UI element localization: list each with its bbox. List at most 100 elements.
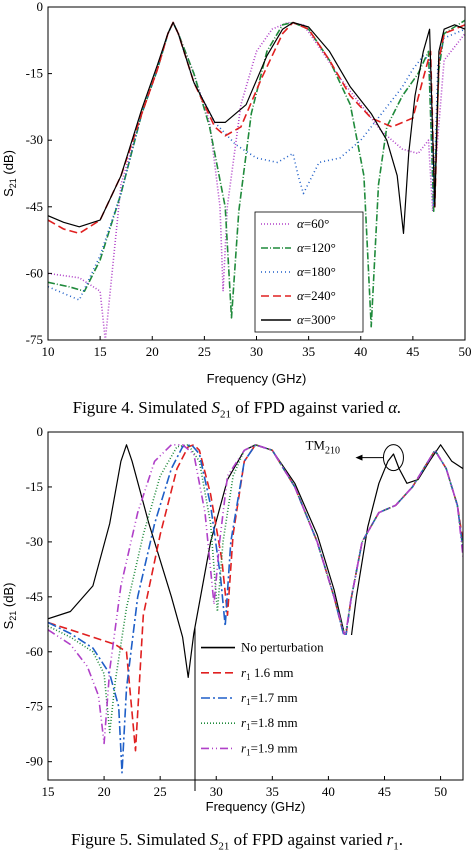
legend-label-var: r (241, 690, 247, 705)
legend-label-sub: 1 (246, 672, 251, 682)
y-axis-label-unit: (dB) (1, 150, 16, 178)
legend-label-value: =240° (304, 288, 336, 303)
x-tick-label: 40 (322, 784, 335, 799)
legend-label-sub: 1 (246, 747, 251, 757)
chart-figure-5: 15 20 25 30 35 40 45 50 0 -15 -30 -45 -60 -75 -90 Frequ… (1, 425, 464, 814)
caption-var: α. (388, 398, 402, 417)
y-axis-label-unit: (dB) (1, 583, 16, 611)
chart-figure-4: 10 15 20 25 30 35 40 45 50 0 -15 -30 -45 -60 -75 Freque… (1, 0, 472, 386)
plot-frame (47, 431, 464, 781)
caption-var: S (209, 830, 219, 849)
x-tick-label: 10 (42, 344, 55, 359)
x-tick-label: 50 (434, 784, 447, 799)
y-tick-label: -60 (26, 644, 43, 659)
legend-label-value: =120° (304, 240, 336, 255)
figure-4: 10 15 20 25 30 35 40 45 50 0 -15 -30 -45 -60 -75 Freque… (0, 0, 474, 425)
y-axis-label-sub: 21 (8, 178, 18, 188)
caption-sub: 1 (393, 840, 399, 852)
legend-label-3: r1=1.8 mm (241, 715, 298, 732)
legend-label-var: r (241, 740, 247, 755)
annotation-label: TM210 (305, 438, 340, 457)
legend-label-var: α (297, 240, 305, 255)
annotation-label-main: TM (305, 438, 325, 453)
legend-label-value: =180° (304, 264, 336, 279)
y-tick-label: -30 (26, 132, 43, 147)
y-axis-label-var: S (1, 188, 16, 197)
y-tick-label: -75 (26, 699, 43, 714)
x-tick-label: 30 (250, 344, 263, 359)
series-line-1 (48, 19, 465, 328)
series-line-4 (48, 443, 463, 745)
legend-label-value: 1.6 mm (251, 665, 294, 680)
legend: α=60°α=120°α=180°α=240°α=300° (254, 211, 364, 333)
legend-label-var: α (297, 312, 305, 327)
caption-text: of FPD against varied (229, 830, 387, 849)
caption-text: . (398, 830, 403, 849)
x-tick-label: 40 (354, 344, 367, 359)
x-tick-label: 20 (98, 784, 111, 799)
legend-label-var: r (241, 665, 247, 680)
y-axis-label-var: S (1, 620, 16, 629)
tm210-annotation: TM210 (305, 438, 404, 472)
y-tick-label: -30 (26, 534, 43, 549)
figure-4-caption: Figure 4. Simulated S21 of FPD against v… (0, 398, 474, 420)
x-tick-label: 35 (266, 784, 279, 799)
legend-label-4: r1=1.9 mm (241, 740, 298, 757)
annotation-arrow-head (355, 454, 363, 461)
caption-sub: 21 (219, 408, 231, 421)
x-tick-label: 20 (146, 344, 159, 359)
annotation-ellipse (382, 444, 404, 472)
y-tick-label: -45 (26, 199, 43, 214)
figure-5-caption: Figure 5. Simulated S21 of FPD against v… (0, 830, 474, 852)
series-line-4 (48, 21, 465, 234)
x-tick-label: 25 (198, 344, 211, 359)
legend-label-1: r1 1.6 mm (241, 665, 294, 682)
x-tick-label: 15 (94, 344, 107, 359)
caption-text: Figure 4. Simulated (72, 398, 212, 417)
legend-label-var: α (297, 288, 305, 303)
legend-label-4: α=300° (297, 312, 336, 327)
legend-label-var: r (241, 715, 247, 730)
caption-text: of FPD against varied (230, 398, 389, 417)
caption-text: Figure 5. Simulated (71, 830, 210, 849)
x-tick-label: 25 (154, 784, 167, 799)
series-line-2 (48, 443, 463, 774)
y-tick-label: -15 (26, 66, 43, 81)
y-tick-label: 0 (37, 0, 44, 14)
y-axis-label: S21 (dB) (1, 583, 18, 630)
y-axis-label: S21 (dB) (1, 150, 18, 197)
legend-label-0: α=60° (297, 216, 329, 231)
x-axis-label: Frequency (GHz) (207, 371, 307, 386)
legend-border (254, 211, 364, 333)
y-tick-label: -75 (26, 332, 43, 347)
y-tick-label: -15 (26, 479, 43, 494)
x-tick-label: 35 (302, 344, 315, 359)
x-tick-label: 45 (406, 344, 419, 359)
caption-sub: 21 (218, 840, 230, 852)
legend-label-var: α (297, 264, 305, 279)
caption-var: S (211, 398, 220, 417)
legend-label-value: =300° (304, 312, 336, 327)
legend-label-sub: 1 (246, 722, 251, 732)
x-tick-label: 30 (210, 784, 223, 799)
y-tick-label: -60 (26, 265, 43, 280)
legend-label-3: α=240° (297, 288, 336, 303)
legend-label-var: α (297, 216, 305, 231)
y-tick-label: 0 (37, 425, 44, 439)
series-line-3 (48, 21, 465, 235)
x-axis-label: Frequency (GHz) (206, 799, 306, 814)
legend-label-1: α=120° (297, 240, 336, 255)
figure-5: 15 20 25 30 35 40 45 50 0 -15 -30 -45 -60 -75 -90 Frequ… (0, 425, 474, 851)
y-axis-label-sub: 21 (8, 611, 18, 621)
legend-label-2: r1=1.7 mm (241, 690, 298, 707)
y-tick-label: -90 (26, 754, 43, 769)
legend-label-value: =1.7 mm (251, 690, 298, 705)
x-tick-label: 50 (459, 344, 472, 359)
legend-label-sub: 1 (246, 697, 251, 707)
x-tick-label: 45 (378, 784, 391, 799)
legend-label-0: No perturbation (241, 640, 324, 655)
caption-var: r (386, 830, 394, 849)
legend-label-value: =60° (304, 216, 330, 231)
series-line-0 (48, 444, 463, 678)
